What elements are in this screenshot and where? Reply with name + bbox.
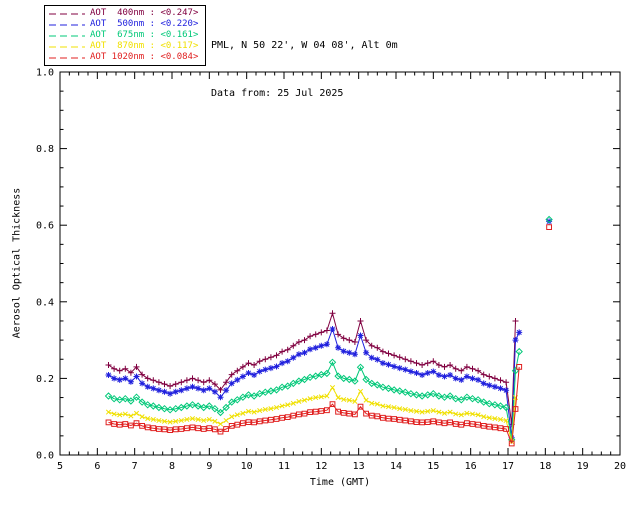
y-tick-label: 0.0 xyxy=(36,451,54,462)
legend-line-sample xyxy=(49,35,85,36)
x-tick-label: 6 xyxy=(94,461,100,472)
legend-item-label: AOT 400nm : <0.247> xyxy=(90,8,199,18)
legend-item-aot-400nm: AOT 400nm : <0.247> xyxy=(48,8,205,19)
legend-line-sample xyxy=(49,57,85,58)
legend-item-aot-1020nm: AOT 1020nm : <0.084> xyxy=(48,52,205,63)
legend-item-aot-870nm: AOT 870nm : <0.117> xyxy=(48,41,205,52)
x-tick-label: 8 xyxy=(169,461,175,472)
x-tick-label: 7 xyxy=(132,461,138,472)
x-tick-label: 15 xyxy=(427,461,439,472)
y-axis-label: Aerosol Optical Thickness xyxy=(11,187,23,339)
series-markers-aot-675nm xyxy=(104,215,553,444)
x-tick-label: 9 xyxy=(206,461,212,472)
x-tick-label: 20 xyxy=(614,461,626,472)
legend-item-label: AOT 1020nm : <0.084> xyxy=(90,52,199,62)
x-axis-label: Time (GMT) xyxy=(309,477,371,488)
legend-line-sample xyxy=(49,24,85,25)
x-tick-label: 14 xyxy=(390,461,402,472)
series-line-aot-1020nm xyxy=(108,366,520,444)
x-tick-label: 10 xyxy=(241,461,253,472)
y-tick-label: 0.8 xyxy=(36,144,54,155)
x-tick-label: 5 xyxy=(57,461,63,472)
x-tick-label: 17 xyxy=(502,461,514,472)
y-tick-label: 1.0 xyxy=(36,68,54,79)
data-date: Data from: 25 Jul 2025 xyxy=(211,88,344,99)
legend-item-label: AOT 500nm : <0.220> xyxy=(90,19,199,29)
series-markers-aot-870nm xyxy=(105,385,519,445)
x-tick-label: 19 xyxy=(577,461,589,472)
y-tick-label: 0.2 xyxy=(36,374,54,385)
x-tick-label: 12 xyxy=(315,461,327,472)
legend-box: AOT 400nm : <0.247> AOT 500nm : <0.220> AO… xyxy=(44,5,206,66)
x-tick-label: 13 xyxy=(353,461,365,472)
y-tick-label: 0.6 xyxy=(36,221,54,232)
series-markers-aot-500nm xyxy=(105,218,553,441)
x-tick-label: 16 xyxy=(465,461,477,472)
legend-item-label: AOT 675nm : <0.161> xyxy=(90,30,199,40)
series-line-aot-870nm xyxy=(108,386,516,442)
legend-item-aot-675nm: AOT 675nm : <0.161> xyxy=(48,30,205,41)
y-tick-label: 0.4 xyxy=(36,297,54,308)
legend-item-label: AOT 870nm : <0.117> xyxy=(90,41,199,51)
legend-line-sample xyxy=(49,13,85,14)
series-markers-aot-1020nm xyxy=(105,224,552,447)
legend-item-aot-500nm: AOT 500nm : <0.220> xyxy=(48,19,205,30)
header-annotation: PML, N 50 22', W 04 08', Alt 0m Data fro… xyxy=(211,6,398,134)
series-markers-aot-400nm xyxy=(105,310,519,428)
x-tick-label: 11 xyxy=(278,461,290,472)
station-info: PML, N 50 22', W 04 08', Alt 0m xyxy=(211,40,398,51)
x-tick-label: 18 xyxy=(539,461,551,472)
legend-line-sample xyxy=(49,46,85,47)
